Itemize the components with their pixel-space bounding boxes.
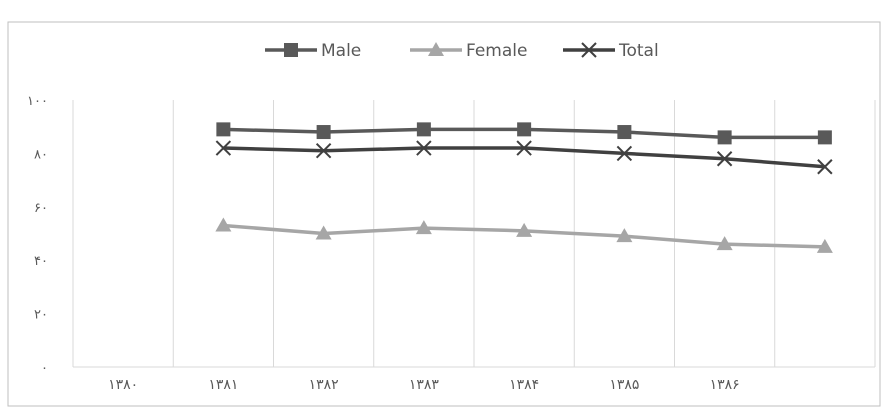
data-point-x xyxy=(817,159,833,175)
data-point-x xyxy=(215,140,232,156)
data-point-triangle xyxy=(616,228,633,243)
data-point-square xyxy=(316,125,331,140)
data-point-x xyxy=(416,140,432,156)
data-point-square xyxy=(817,130,832,145)
data-point-triangle xyxy=(716,236,733,251)
legend-label: Male xyxy=(321,41,361,61)
x-tick-label: ۱۳۸۳ xyxy=(409,377,440,393)
x-tick-label: ۱۳۸۰ xyxy=(108,377,138,393)
data-point-triangle xyxy=(215,217,232,232)
legend-label: Total xyxy=(618,41,659,61)
data-point-triangle xyxy=(816,238,833,253)
data-point-square xyxy=(617,125,632,140)
series-male xyxy=(216,122,832,145)
data-point-square xyxy=(216,122,231,137)
x-tick-label: ۱۳۸۱ xyxy=(208,377,238,393)
x-tick-label: ۱۳۸۶ xyxy=(710,377,740,393)
legend-item-female: Female xyxy=(410,41,527,61)
y-tick-label: ۸۰ xyxy=(34,147,48,162)
data-point-triangle xyxy=(428,42,444,56)
data-point-triangle xyxy=(516,222,533,237)
data-point-x xyxy=(581,42,597,58)
data-point-x xyxy=(516,140,532,156)
x-tick-label: ۱۳۸۵ xyxy=(609,377,639,393)
series-female xyxy=(215,217,833,253)
y-tick-label: ۰ xyxy=(41,361,48,376)
data-point-square xyxy=(284,43,298,57)
legend-item-total: Total xyxy=(563,41,659,61)
y-tick-label: ۶۰ xyxy=(34,201,48,216)
legend-item-male: Male xyxy=(265,41,361,61)
data-point-triangle xyxy=(315,225,332,240)
y-tick-label: ۲۰ xyxy=(34,308,48,323)
data-point-x xyxy=(315,143,332,159)
y-tick-label: ۱۰۰ xyxy=(27,94,48,109)
legend-label: Female xyxy=(466,41,527,61)
y-tick-label: ۴۰ xyxy=(34,254,48,269)
data-point-square xyxy=(517,122,532,137)
data-point-x xyxy=(716,151,733,167)
series-total xyxy=(215,140,833,175)
data-point-square xyxy=(416,122,431,137)
data-point-x xyxy=(616,145,633,162)
chart-border xyxy=(7,21,881,407)
data-point-triangle xyxy=(415,220,432,235)
x-tick-label: ۱۳۸۲ xyxy=(309,377,339,393)
data-point-square xyxy=(717,130,732,145)
x-tick-label: ۱۳۸۴ xyxy=(509,377,539,393)
